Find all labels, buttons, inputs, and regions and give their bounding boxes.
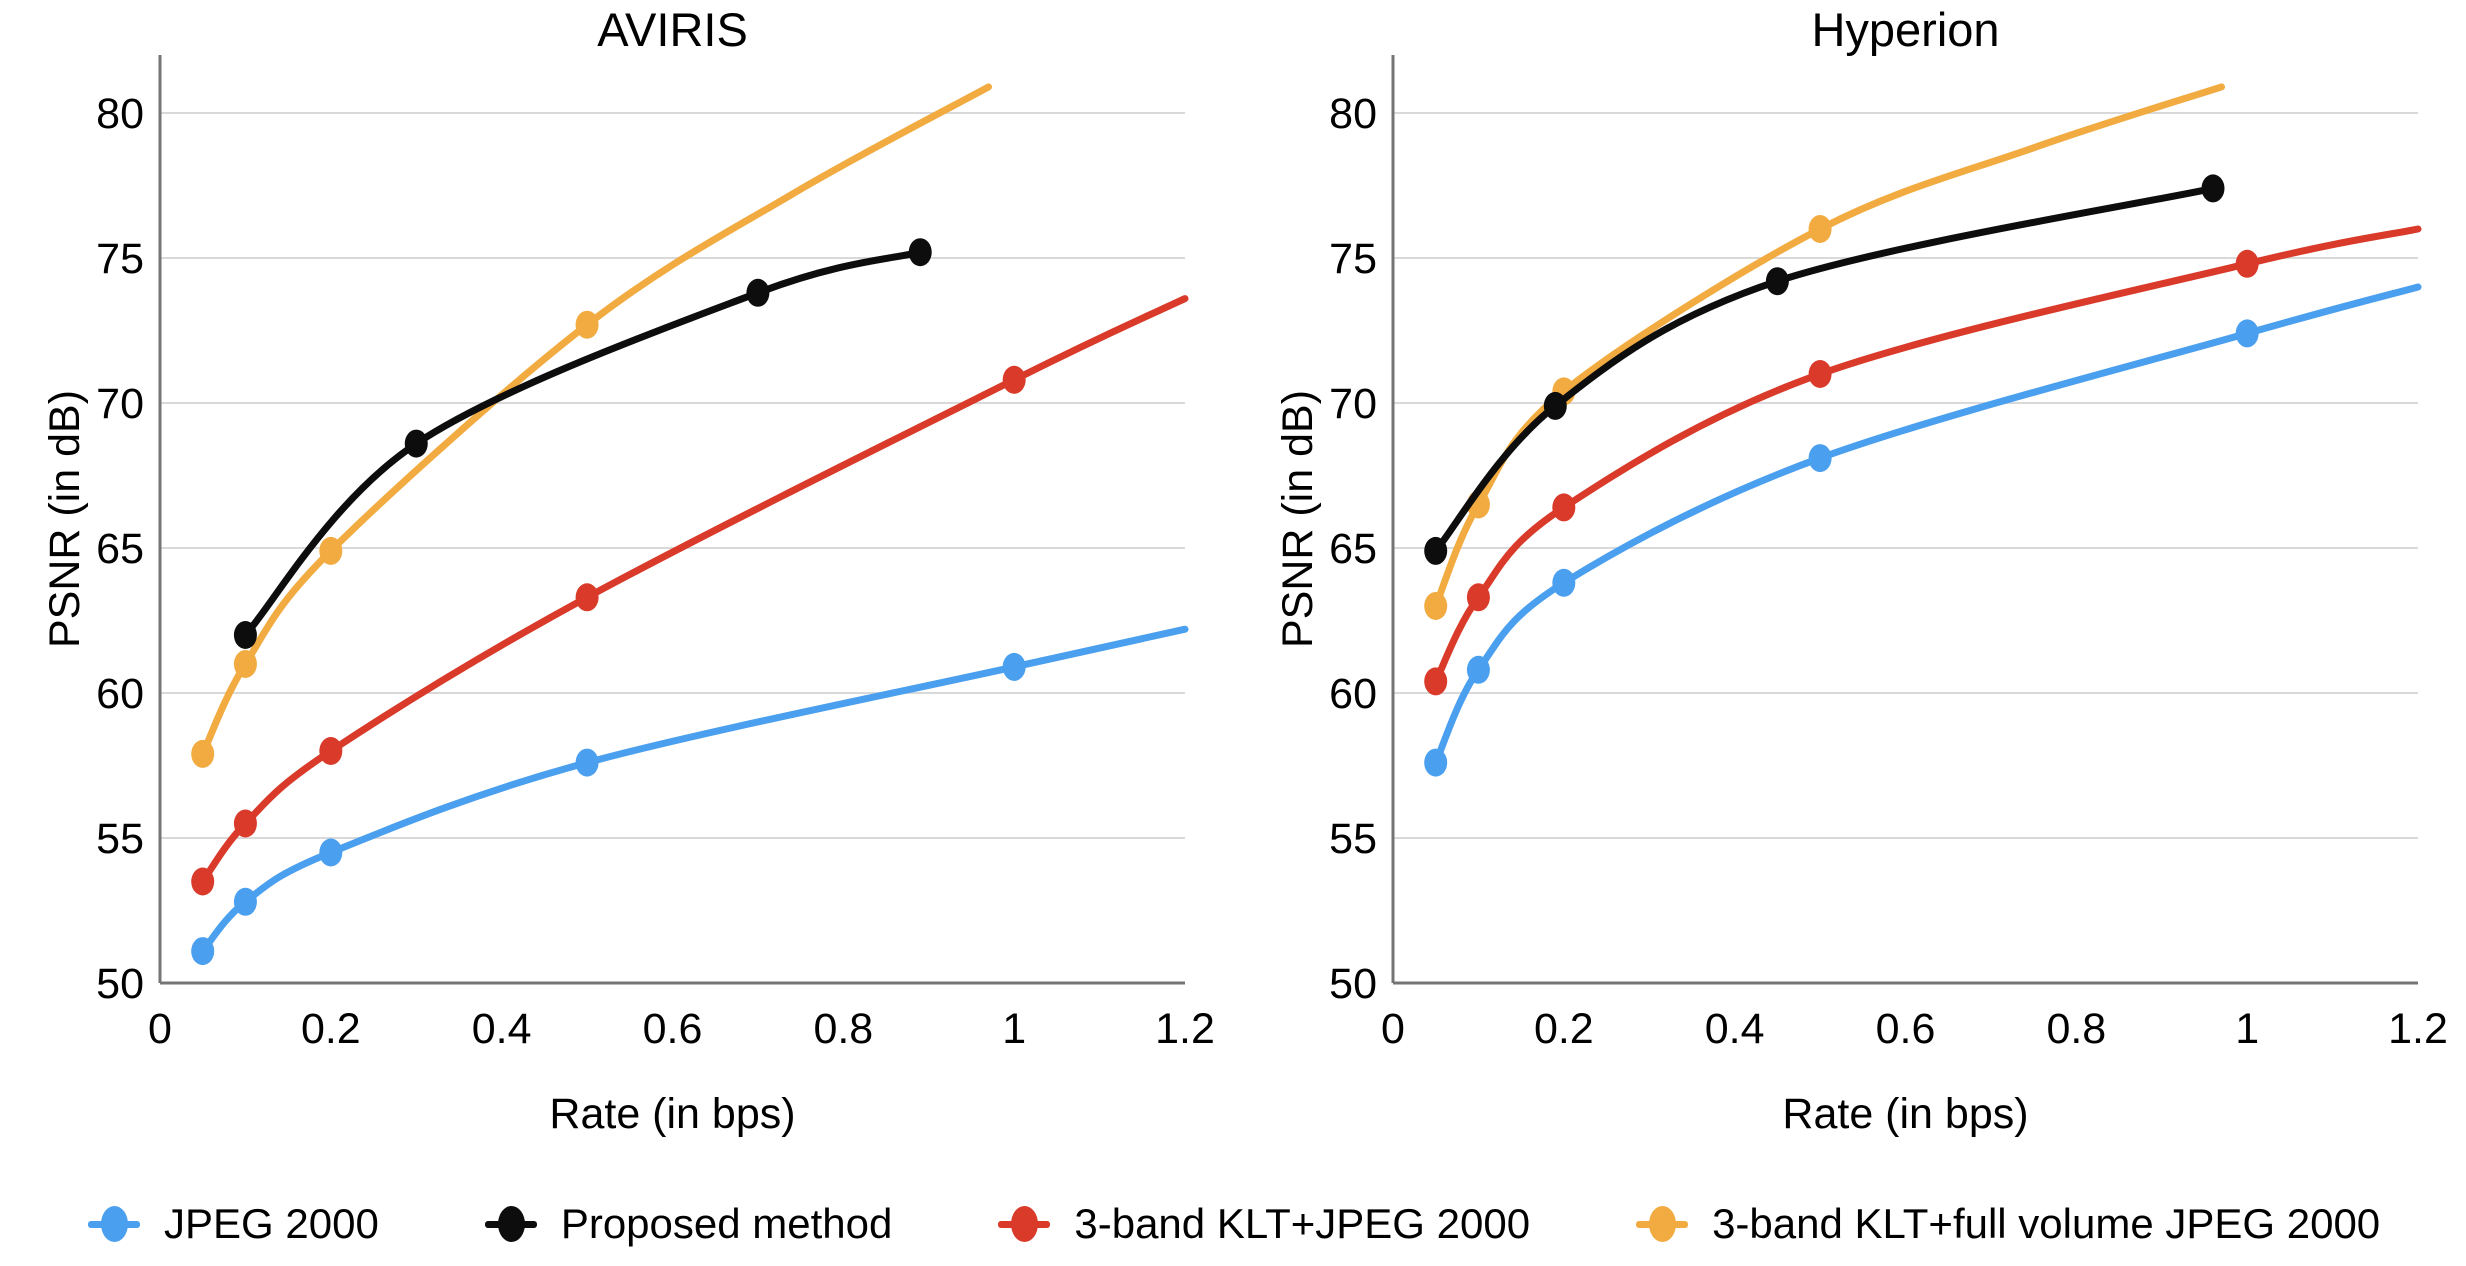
y-tick-label: 70 [1329, 380, 1377, 428]
series-line-3-band-klt-jpeg-2000 [199, 295, 1189, 885]
data-point-marker [404, 429, 428, 458]
data-point-marker [1424, 592, 1448, 620]
data-point-marker [2235, 319, 2259, 348]
y-tick-label: 65 [1329, 525, 1377, 573]
legend-label: 3-band KLT+full volume JPEG 2000 [1712, 1200, 2381, 1247]
y-tick-label: 60 [96, 670, 144, 718]
series-line-3-band-klt-full-volume-jpeg-2000 [199, 83, 992, 758]
data-point-marker [2201, 174, 2225, 203]
x-axis-label-hyperion: Rate (in bps) [1782, 1090, 2029, 1138]
data-point-marker [1765, 267, 1789, 296]
data-point-marker [319, 838, 343, 867]
data-point-marker [191, 739, 215, 768]
x-tick-label: 0 [148, 1005, 172, 1053]
x-tick-label: 0.4 [1705, 1005, 1765, 1053]
data-point-marker [1543, 391, 1567, 420]
data-point-marker [233, 650, 257, 678]
legend: JPEG 2000 Proposed method 3-band KLT+JPE… [88, 1192, 2448, 1256]
legend-item-3band-klt-full-volume-jpeg-2000: 3-band KLT+full volume JPEG 2000 [1636, 1194, 2380, 1254]
data-point-marker [1808, 215, 1832, 243]
data-point-marker [233, 621, 257, 649]
series-line-jpeg-2000 [1432, 283, 2422, 767]
legend-item-proposed-method: Proposed method [484, 1194, 893, 1254]
y-tick-label: 60 [1329, 670, 1377, 718]
series-line-3-band-klt-jpeg-2000 [1432, 225, 2422, 685]
data-point-marker [319, 737, 343, 765]
data-point-marker [1424, 667, 1448, 696]
chart-title-hyperion: Hyperion [1811, 3, 2000, 56]
x-tick-label: 0.6 [643, 1005, 703, 1053]
y-tick-label: 50 [96, 960, 144, 1008]
x-tick-label: 0.6 [1876, 1005, 1936, 1053]
data-point-marker [1466, 583, 1490, 612]
series-line-3-band-klt-full-volume-jpeg-2000 [1432, 83, 2225, 610]
legend-label: Proposed method [560, 1200, 893, 1247]
series-line-proposed-method [1432, 184, 2217, 555]
x-tick-label: 0 [1381, 1005, 1405, 1053]
y-tick-label: 55 [96, 815, 144, 863]
data-point-marker [575, 583, 599, 612]
data-point-marker [1424, 748, 1448, 777]
data-point-marker [319, 536, 343, 565]
x-tick-label: 0.8 [813, 1005, 873, 1053]
chart-aviris: AVIRIS PSNR (in dB) 50 55 60 65 70 75 80 0 0.2 0.… [0, 0, 1233, 1160]
data-point-marker [1002, 365, 1026, 394]
y-tick-label: 80 [1329, 90, 1377, 138]
data-point-marker [233, 887, 257, 916]
legend-label: JPEG 2000 [164, 1200, 379, 1247]
data-point-marker [2235, 249, 2259, 278]
x-tick-label: 1 [1002, 1005, 1026, 1053]
x-tick-label: 0.2 [1534, 1005, 1594, 1053]
y-tick-label: 65 [96, 525, 144, 573]
chart-hyperion: Hyperion PSNR (in dB) 50 55 60 65 70 75 80 0 0.2… [1233, 0, 2466, 1160]
data-point-marker [191, 867, 215, 896]
x-axis-label-aviris: Rate (in bps) [549, 1090, 796, 1138]
data-point-marker [575, 748, 599, 777]
y-tick-label: 75 [96, 235, 144, 283]
data-point-marker [1808, 360, 1832, 388]
data-point-marker [908, 238, 932, 267]
plot-area-aviris: 50 55 60 65 70 75 80 0 0.2 0.4 0.6 0.8 1 1.2 [96, 55, 1215, 1053]
y-tick-label: 75 [1329, 235, 1377, 283]
x-tick-label: 0.8 [2046, 1005, 2106, 1053]
x-tick-label: 1.2 [2388, 1005, 2448, 1053]
line-point-marker-icon [484, 1202, 537, 1246]
legend-item-3band-klt-jpeg-2000: 3-band KLT+JPEG 2000 [998, 1194, 1530, 1254]
y-tick-label: 80 [96, 90, 144, 138]
line-point-marker-icon [88, 1202, 140, 1246]
data-point-marker [191, 937, 215, 966]
data-point-marker [1808, 444, 1832, 473]
chart-title-aviris: AVIRIS [597, 3, 748, 56]
y-tick-label: 55 [1329, 815, 1377, 863]
plot-area-hyperion: 50 55 60 65 70 75 80 0 0.2 0.4 0.6 0.8 1 1.2 [1329, 55, 2448, 1053]
line-point-marker-icon [998, 1202, 1051, 1246]
x-tick-label: 0.2 [301, 1005, 361, 1053]
data-point-marker [1466, 655, 1490, 684]
legend-label: 3-band KLT+JPEG 2000 [1074, 1200, 1531, 1247]
data-point-marker [1424, 536, 1448, 565]
data-point-marker [1552, 493, 1576, 522]
line-point-marker-icon [1636, 1202, 1689, 1246]
data-point-marker [575, 310, 599, 339]
data-point-marker [1002, 652, 1026, 681]
y-tick-label: 50 [1329, 960, 1377, 1008]
legend-item-jpeg-2000: JPEG 2000 [88, 1194, 379, 1254]
data-point-marker [1552, 568, 1576, 597]
x-tick-label: 1.2 [1155, 1005, 1215, 1053]
y-tick-label: 70 [96, 380, 144, 428]
x-tick-label: 1 [2235, 1005, 2259, 1053]
x-tick-label: 0.4 [472, 1005, 532, 1053]
series-line-jpeg-2000 [199, 625, 1189, 955]
data-point-marker [746, 278, 770, 307]
series-line-proposed-method [241, 248, 924, 639]
data-point-marker [233, 809, 257, 838]
